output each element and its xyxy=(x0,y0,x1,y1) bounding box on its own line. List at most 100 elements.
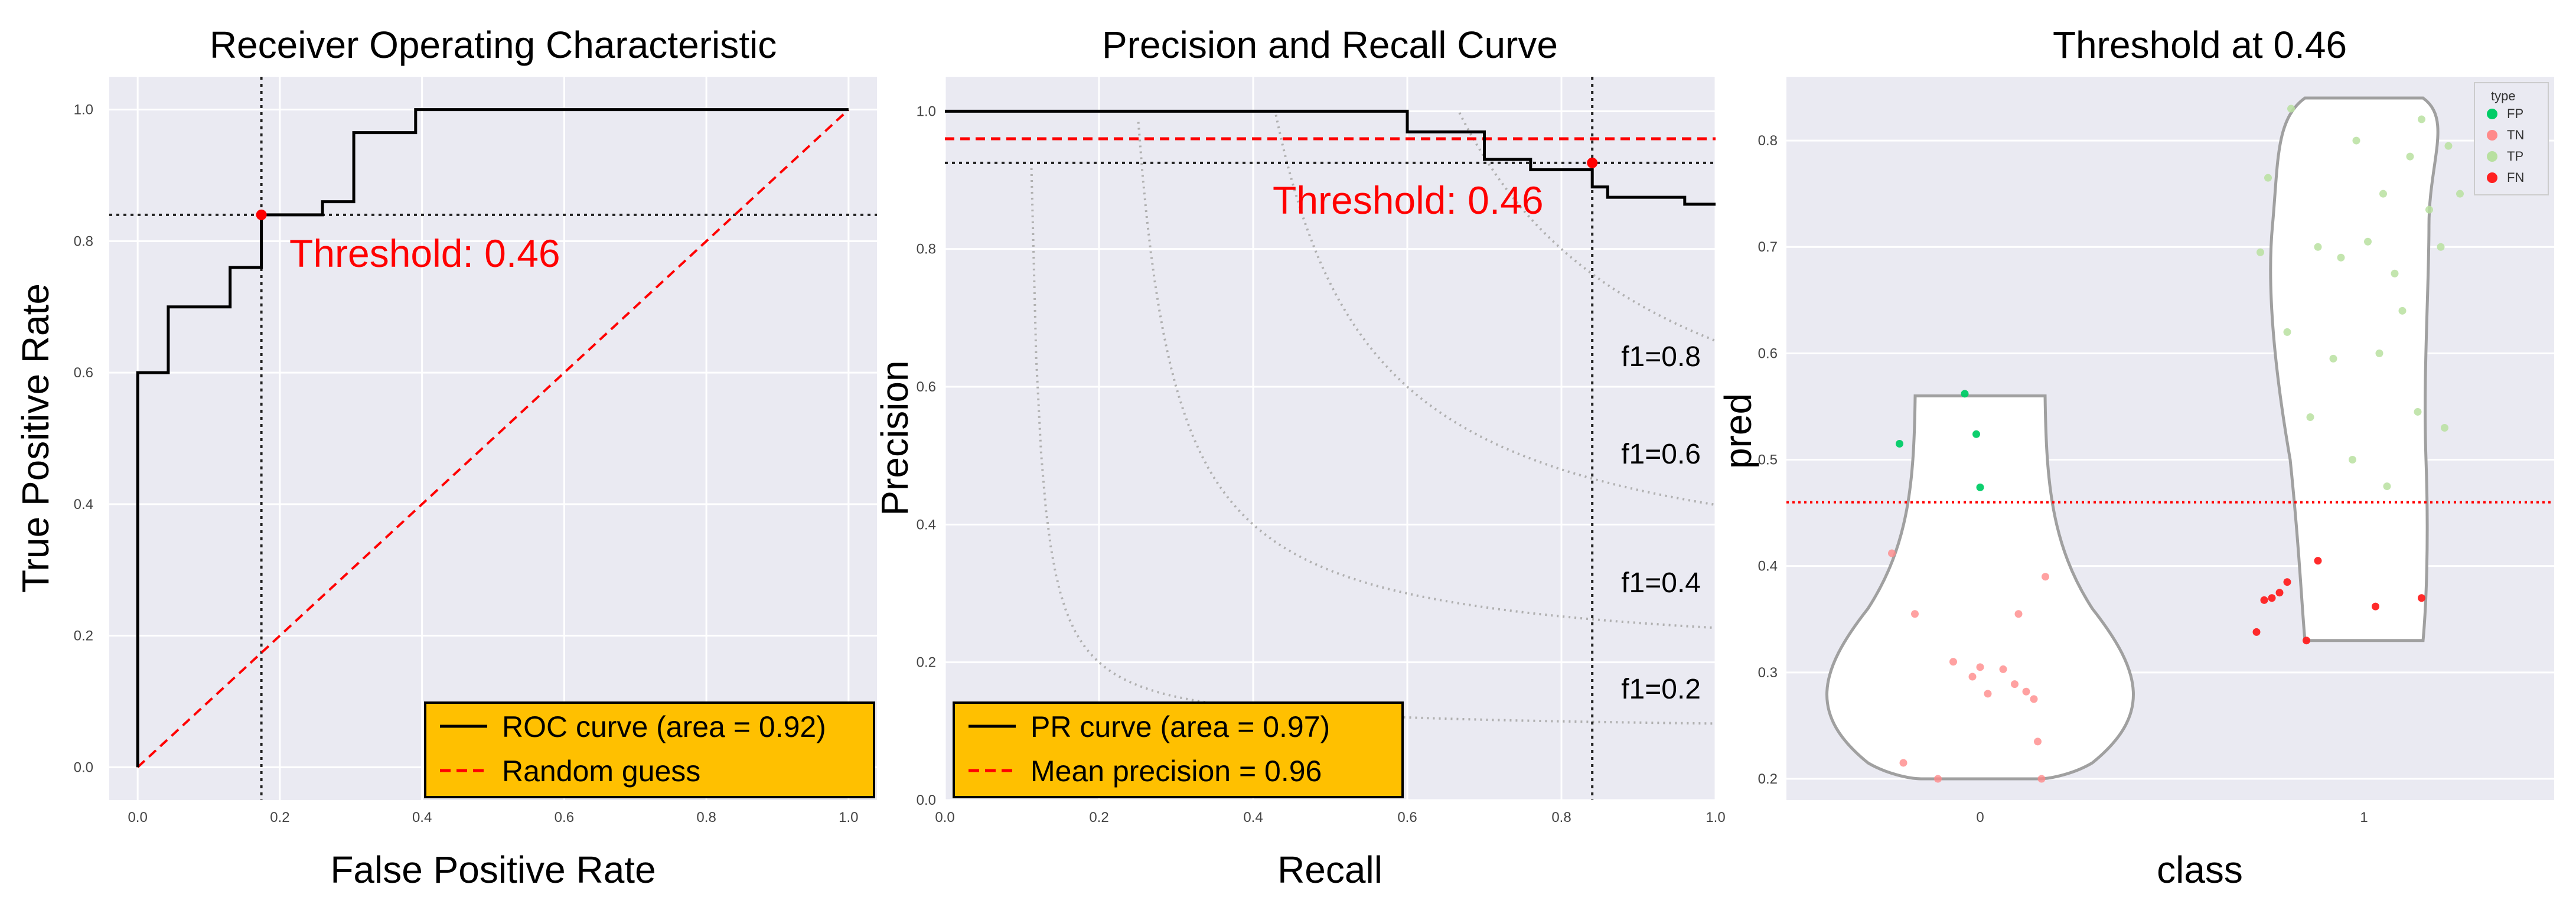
type-legend-swatch-tn xyxy=(2487,130,2497,141)
pr-f1-labels: f1=0.8 f1=0.6 f1=0.4 f1=0.2 xyxy=(1621,341,1701,705)
roc-threshold-point xyxy=(256,209,267,220)
pr-curve xyxy=(945,109,1716,206)
threshold-point-fn xyxy=(2252,628,2261,636)
pr-ticks: 0.0 0.2 0.4 0.6 0.8 1.0 0.0 0.2 0.4 0.6 0.8 1.0 xyxy=(917,103,1726,825)
threshold-ytick-label: 0.2 xyxy=(1758,771,1778,787)
threshold-ytick-label: 0.6 xyxy=(1758,345,1778,361)
threshold-point-tp xyxy=(2398,306,2407,315)
threshold-point-tp xyxy=(2406,152,2414,161)
pr-ylabel: Precision xyxy=(873,360,916,515)
pr-legend-label-mean: Mean precision = 0.96 xyxy=(1031,755,1322,788)
threshold-point-tn xyxy=(1934,775,1942,783)
pr-ytick-label: 0.0 xyxy=(917,792,936,808)
pr-legend: PR curve (area = 0.97) Mean precision = … xyxy=(953,701,1404,798)
threshold-point-tn xyxy=(2014,610,2023,618)
threshold-ytick-label: 0.7 xyxy=(1758,239,1778,255)
roc-panel: 0.0 0.2 0.4 0.6 0.8 1.0 0.0 0.2 0.4 0.6 0.8 1.0 Rec… xyxy=(14,24,877,891)
roc-ytick-label: 0.2 xyxy=(74,628,93,644)
threshold-point-tn xyxy=(1911,610,1919,618)
threshold-point-fn xyxy=(2283,578,2291,586)
threshold-panel: 0.2 0.3 0.4 0.5 0.6 0.7 0.8 0 1 Threshold at 0.4… xyxy=(1717,24,2554,891)
threshold-point-fn xyxy=(2260,596,2268,604)
roc-xtick-label: 0.8 xyxy=(696,810,716,825)
roc-legend-label-curve: ROC curve (area = 0.92) xyxy=(502,710,826,743)
threshold-ytick-label: 0.8 xyxy=(1758,133,1778,149)
threshold-point-tp xyxy=(2425,205,2433,214)
roc-ytick-label: 0.0 xyxy=(74,759,93,775)
roc-legend-label-random: Random guess xyxy=(502,755,700,788)
roc-ytick-label: 0.4 xyxy=(74,497,93,513)
threshold-point-fn xyxy=(2268,594,2276,602)
type-legend-swatch-fp xyxy=(2487,109,2497,119)
roc-title: Receiver Operating Characteristic xyxy=(210,24,777,66)
pr-f1-curve xyxy=(1274,115,1716,506)
pr-f1-label: f1=0.2 xyxy=(1621,674,1701,705)
threshold-point-tp xyxy=(2441,423,2448,432)
threshold-point-tn xyxy=(1984,690,1992,698)
threshold-point-tp xyxy=(2391,269,2399,278)
roc-legend-box xyxy=(424,701,875,798)
violin-class-0 xyxy=(1825,394,2135,781)
threshold-point-tp xyxy=(2257,248,2264,256)
roc-threshold-annotation: Threshold: 0.46 xyxy=(289,231,560,275)
threshold-point-tn xyxy=(2011,680,2019,688)
threshold-marks xyxy=(1786,96,2554,783)
pr-xtick-label: 0.0 xyxy=(935,810,954,825)
pr-ytick-label: 0.8 xyxy=(917,241,936,257)
threshold-point-tn xyxy=(2022,687,2030,696)
threshold-point-tn xyxy=(1949,658,1957,666)
threshold-point-tp xyxy=(2414,407,2422,416)
threshold-point-fn xyxy=(2303,637,2310,645)
threshold-ticks: 0.2 0.3 0.4 0.5 0.6 0.7 0.8 0 1 xyxy=(1758,133,2368,825)
pr-marks xyxy=(945,77,1716,800)
pr-f1-label: f1=0.4 xyxy=(1621,567,1701,599)
pr-threshold-point xyxy=(1587,157,1598,168)
threshold-point-tn xyxy=(1968,673,1977,681)
roc-xtick-label: 0.6 xyxy=(555,810,574,825)
threshold-point-tp xyxy=(2337,253,2345,262)
threshold-point-fp xyxy=(1961,390,1969,398)
type-legend-title: type xyxy=(2491,89,2516,103)
threshold-point-tn xyxy=(1976,663,1984,671)
threshold-point-tn xyxy=(1888,549,1896,557)
threshold-point-tn xyxy=(2042,573,2049,581)
threshold-xtick-label: 0 xyxy=(1976,810,1984,825)
roc-xlabel: False Positive Rate xyxy=(330,848,656,891)
threshold-point-tp xyxy=(2418,115,2425,123)
threshold-xlabel: class xyxy=(2157,848,2243,891)
pr-f1-label: f1=0.8 xyxy=(1621,341,1701,373)
roc-xtick-label: 1.0 xyxy=(839,810,858,825)
threshold-point-fp xyxy=(1896,440,1903,448)
threshold-point-tp xyxy=(2329,354,2337,363)
pr-f1-label: f1=0.6 xyxy=(1621,439,1701,470)
roc-grid xyxy=(109,77,877,800)
pr-plot-area xyxy=(945,77,1716,800)
threshold-point-tp xyxy=(2283,328,2291,336)
type-legend: type FP TN TP FN xyxy=(2474,82,2549,195)
threshold-point-tp xyxy=(2314,243,2322,251)
type-legend-label-fp: FP xyxy=(2507,106,2523,121)
threshold-point-tp xyxy=(2383,482,2391,491)
threshold-point-tp xyxy=(2349,456,2356,464)
pr-xtick-label: 0.4 xyxy=(1243,810,1263,825)
pr-ytick-label: 0.4 xyxy=(917,517,936,533)
threshold-point-fn xyxy=(2418,594,2425,602)
threshold-point-tp xyxy=(2375,349,2383,357)
threshold-point-tp xyxy=(2287,105,2295,113)
threshold-point-tp xyxy=(2456,190,2464,198)
threshold-point-fn xyxy=(2372,602,2379,611)
threshold-point-tp xyxy=(2444,142,2453,150)
threshold-ytick-label: 0.3 xyxy=(1758,665,1778,681)
roc-xtick-label: 0.0 xyxy=(128,810,147,825)
type-legend-label-tn: TN xyxy=(2507,128,2524,142)
roc-legend: ROC curve (area = 0.92) Random guess xyxy=(424,701,875,798)
pr-legend-label-curve: PR curve (area = 0.97) xyxy=(1031,710,1330,743)
pr-title: Precision and Recall Curve xyxy=(1102,24,1558,66)
threshold-point-tp xyxy=(2364,237,2372,246)
roc-xtick-label: 0.4 xyxy=(412,810,432,825)
threshold-point-fn xyxy=(2275,589,2284,597)
pr-threshold-annotation: Threshold: 0.46 xyxy=(1273,178,1544,222)
threshold-point-tn xyxy=(1899,759,1907,767)
